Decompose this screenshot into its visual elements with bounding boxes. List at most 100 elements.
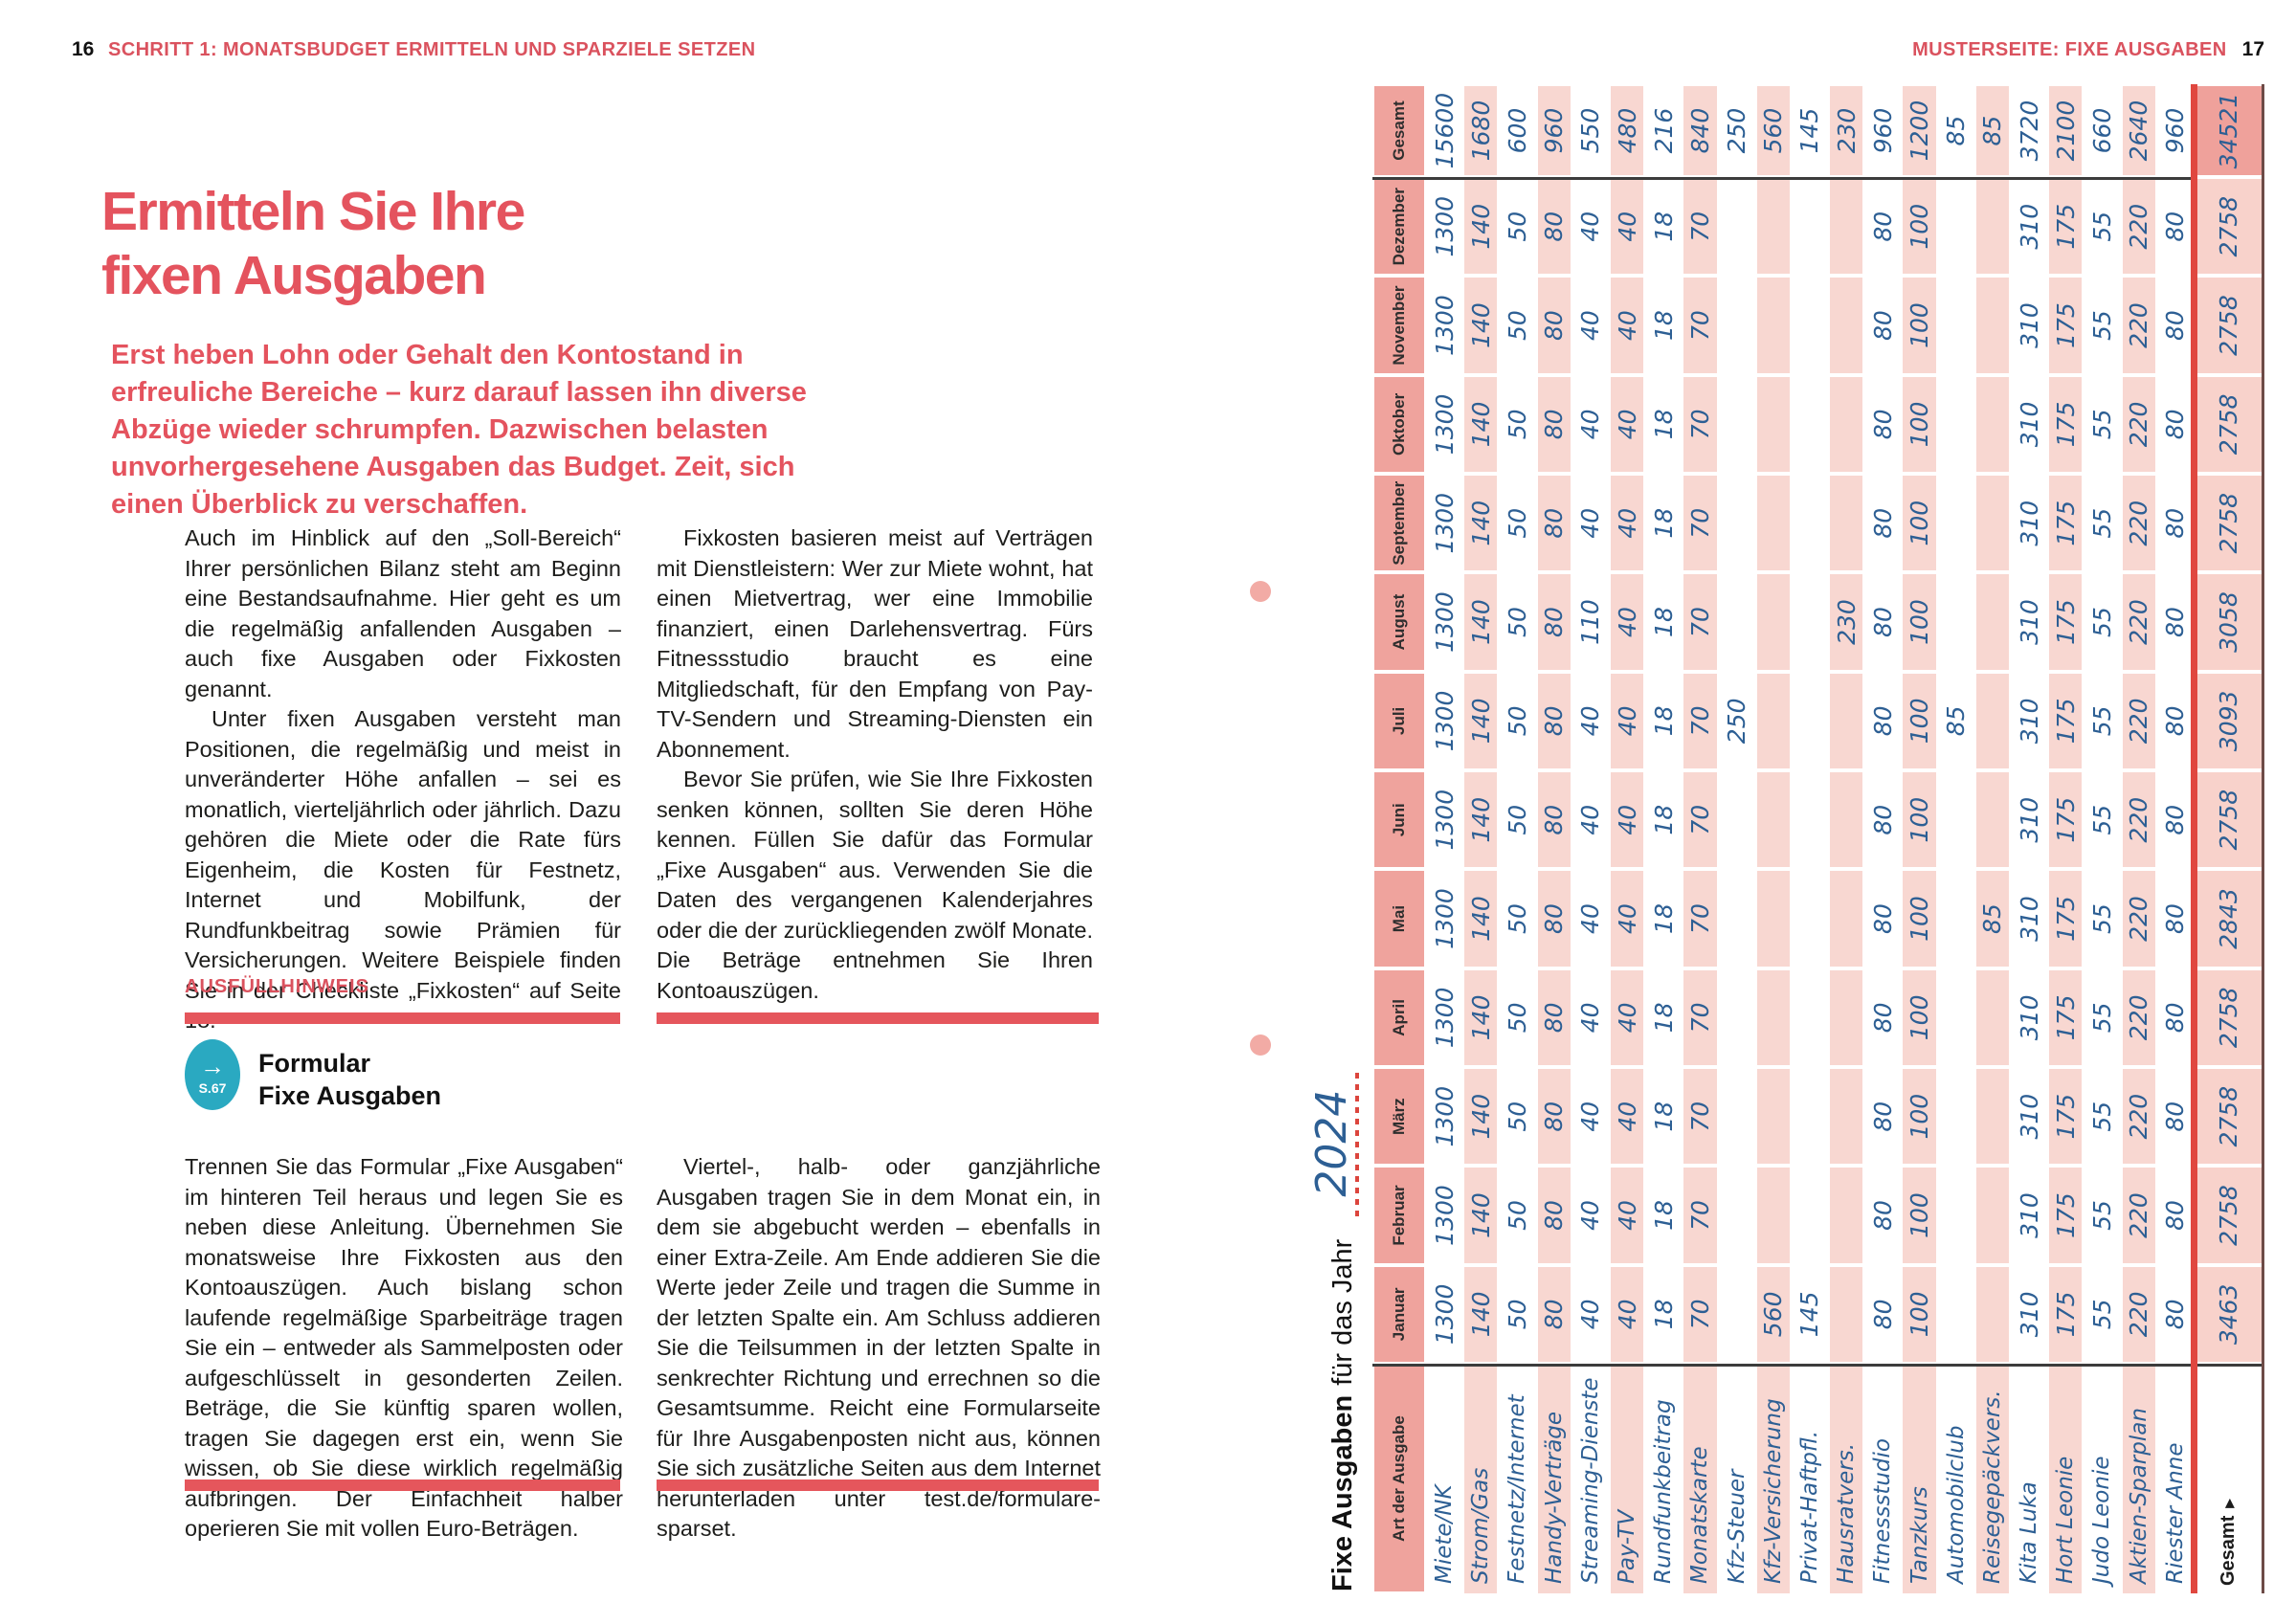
expense-value-cell: 40 bbox=[1572, 671, 1609, 771]
expense-value-cell: 1300 bbox=[1426, 276, 1463, 375]
column-header-month: Dezember bbox=[1372, 177, 1426, 277]
expense-value-cell bbox=[1973, 1166, 2011, 1265]
expense-total-cell: 960 bbox=[1864, 84, 1902, 178]
expense-value-cell: 18 bbox=[1645, 276, 1683, 375]
column-header-month: September bbox=[1372, 474, 1426, 573]
column-header-month: April bbox=[1372, 968, 1426, 1068]
expense-value-cell: 80 bbox=[1535, 276, 1572, 375]
expense-total-cell: 145 bbox=[1791, 84, 1829, 178]
expense-value-cell bbox=[1718, 374, 1755, 475]
expense-table-grid: Art der Ausgabe Januar Februar März April Mai… bbox=[1372, 84, 2264, 1593]
expense-value-cell: 18 bbox=[1645, 1067, 1683, 1167]
expense-value-cell: 40 bbox=[1608, 572, 1646, 672]
expense-value-cell: 110 bbox=[1572, 572, 1609, 672]
expense-value-cell: 40 bbox=[1608, 1166, 1646, 1265]
year-value: 2024 bbox=[1307, 1089, 1356, 1197]
expense-value-cell: 50 bbox=[1499, 770, 1536, 870]
column-header-month: August bbox=[1372, 572, 1426, 672]
expense-value-cell bbox=[1937, 1166, 1974, 1265]
expense-value-cell: 50 bbox=[1499, 572, 1536, 672]
expense-value-cell: 50 bbox=[1499, 276, 1536, 375]
expense-value-cell: 80 bbox=[2156, 474, 2194, 573]
expense-value-cell: 55 bbox=[2084, 770, 2121, 870]
expense-value-cell: 175 bbox=[2047, 869, 2084, 968]
expense-value-cell bbox=[1754, 869, 1792, 968]
expense-row-label: Riester Anne bbox=[2156, 1364, 2194, 1593]
expense-value-cell bbox=[1828, 374, 1865, 475]
expense-value-cell: 560 bbox=[1754, 1264, 1792, 1364]
expense-row-label: Monatskarte bbox=[1682, 1364, 1719, 1593]
expense-value-cell: 80 bbox=[1864, 1264, 1902, 1364]
red-rule bbox=[185, 1012, 620, 1024]
table-body: Art der Ausgabe Januar Februar März April Mai… bbox=[1372, 84, 2264, 1593]
article-title-line1: Ermitteln Sie Ihre bbox=[101, 181, 525, 242]
expense-value-cell: 220 bbox=[2120, 276, 2157, 375]
expense-row-label: Fitnessstudio bbox=[1864, 1364, 1902, 1593]
column-header-month: Oktober bbox=[1372, 374, 1426, 475]
table-title-rest: für das Jahr bbox=[1327, 1238, 1358, 1386]
expense-value-cell bbox=[1754, 374, 1792, 475]
monthly-total-cell: 2843 bbox=[2193, 869, 2264, 968]
expense-value-cell bbox=[1754, 671, 1792, 771]
expense-value-cell: 80 bbox=[2156, 968, 2194, 1068]
expense-row-label: Reisegepäckvers. bbox=[1973, 1364, 2011, 1593]
expense-value-cell bbox=[1828, 968, 1865, 1068]
expense-value-cell: 70 bbox=[1682, 1264, 1719, 1364]
expense-value-cell: 40 bbox=[1572, 869, 1609, 968]
expense-value-cell: 100 bbox=[1901, 671, 1938, 771]
expense-value-cell bbox=[1754, 968, 1792, 1068]
expense-value-cell: 140 bbox=[1462, 276, 1500, 375]
expense-value-cell bbox=[1937, 474, 1974, 573]
monthly-total-cell: 2758 bbox=[2193, 374, 2264, 475]
expense-value-cell: 18 bbox=[1645, 374, 1683, 475]
expense-value-cell: 310 bbox=[2011, 671, 2048, 771]
expense-value-cell: 310 bbox=[2011, 276, 2048, 375]
expense-value-cell: 1300 bbox=[1426, 770, 1463, 870]
expense-value-cell: 18 bbox=[1645, 869, 1683, 968]
expense-value-cell: 70 bbox=[1682, 968, 1719, 1068]
expense-value-cell: 175 bbox=[2047, 572, 2084, 672]
expense-row-label: Miete/NK bbox=[1426, 1364, 1463, 1593]
expense-value-cell: 80 bbox=[2156, 177, 2194, 277]
expense-value-cell: 40 bbox=[1608, 177, 1646, 277]
column-header-month: November bbox=[1372, 276, 1426, 375]
expense-value-cell: 80 bbox=[2156, 1264, 2194, 1364]
red-rule bbox=[185, 1479, 620, 1491]
expense-value-cell: 80 bbox=[1535, 1166, 1572, 1265]
expense-value-cell: 140 bbox=[1462, 474, 1500, 573]
expense-value-cell: 55 bbox=[2084, 869, 2121, 968]
form-ref-badge: → S.67 bbox=[185, 1039, 240, 1110]
table-title-bold: Fixe Ausgaben bbox=[1327, 1394, 1358, 1591]
expense-value-cell: 220 bbox=[2120, 474, 2157, 573]
expense-value-cell: 50 bbox=[1499, 968, 1536, 1068]
expense-value-cell: 100 bbox=[1901, 276, 1938, 375]
table-rotation-wrapper: Fixe Ausgaben für das Jahr 2024 Art der … bbox=[1273, 84, 2264, 1593]
expense-value-cell bbox=[1791, 770, 1829, 870]
expense-value-cell: 18 bbox=[1645, 177, 1683, 277]
monthly-total-cell: 2758 bbox=[2193, 1067, 2264, 1167]
expense-value-cell: 310 bbox=[2011, 968, 2048, 1068]
page-number-right: 17 bbox=[2241, 38, 2264, 60]
expense-value-cell: 40 bbox=[1608, 1264, 1646, 1364]
expense-value-cell: 310 bbox=[2011, 1264, 2048, 1364]
expense-value-cell: 80 bbox=[1535, 1067, 1572, 1167]
expense-value-cell: 1300 bbox=[1426, 1264, 1463, 1364]
expense-value-cell: 100 bbox=[1901, 1067, 1938, 1167]
fixed-expenses-table: Fixe Ausgaben für das Jahr 2024 Art der … bbox=[1273, 84, 2264, 1593]
column-header-month: Februar bbox=[1372, 1166, 1426, 1265]
expense-value-cell bbox=[1937, 1264, 1974, 1364]
body-top-column-1: Auch im Hinblick auf den „Soll-Bereich“ … bbox=[185, 523, 621, 1036]
expense-value-cell: 175 bbox=[2047, 770, 2084, 870]
form-ref-title-line2: Fixe Ausgaben bbox=[258, 1081, 442, 1110]
expense-value-cell: 80 bbox=[1864, 770, 1902, 870]
expense-value-cell bbox=[1754, 1166, 1792, 1265]
expense-value-cell bbox=[1718, 474, 1755, 573]
expense-value-cell: 80 bbox=[1864, 177, 1902, 277]
expense-row-label: Automobilclub bbox=[1937, 1364, 1974, 1593]
expense-row-label: Kfz-Versicherung bbox=[1754, 1364, 1792, 1593]
totals-row-top-red-line bbox=[2191, 84, 2197, 1593]
year-dotted-line bbox=[1355, 1070, 1359, 1216]
expense-value-cell: 220 bbox=[2120, 1166, 2157, 1265]
right-triangle-icon: ▶ bbox=[2221, 1499, 2236, 1508]
expense-value-cell bbox=[1937, 572, 1974, 672]
